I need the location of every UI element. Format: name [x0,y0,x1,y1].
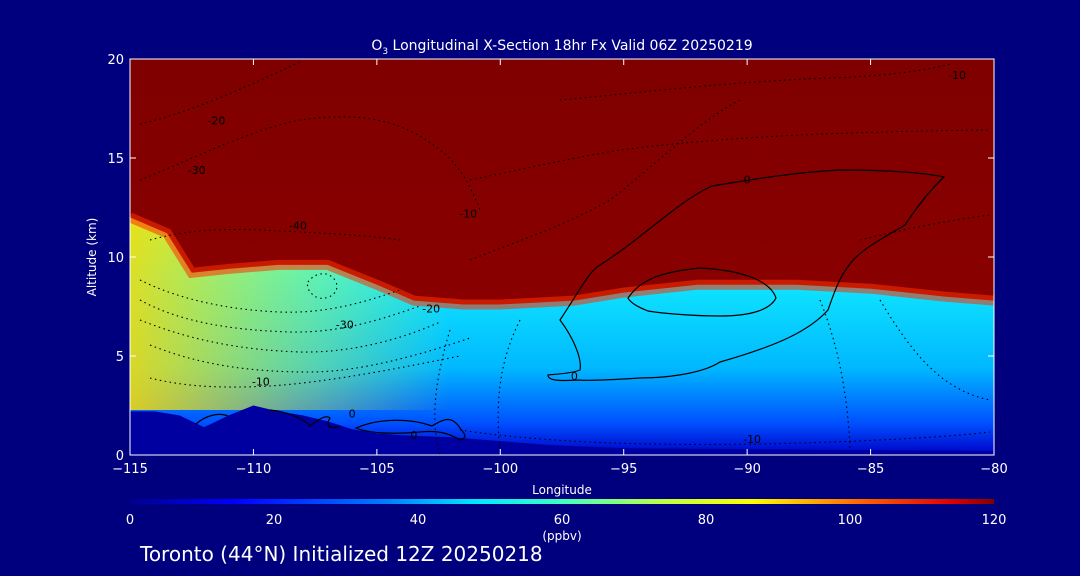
contour-label: -30 [188,164,206,177]
contour-neg10-top [559,63,951,101]
colorbar-tick-label: 60 [554,513,571,528]
colorbar-tick-label: 0 [126,513,134,528]
chart-title-subscript: 3 [382,47,388,57]
y-tick-label: 15 [107,152,124,167]
x-tick-label: −90 [733,462,760,477]
contour-neg-east-1 [819,299,851,451]
colorbar [130,499,994,504]
x-tick-label: −100 [482,462,518,477]
y-axis-label: Altitude (km) [85,218,99,297]
colorbar-tick-label: 100 [838,513,863,528]
y-tick-label: 5 [116,350,124,365]
colorbar-tick-label: 120 [982,513,1007,528]
colorbar-tick-label: 20 [266,513,283,528]
colorbar-label: (ppbv) [542,529,581,543]
x-tick-label: −110 [236,462,272,477]
footer-caption: Toronto (44°N) Initialized 12Z 20250218 [139,542,543,566]
x-axis-ticks: −115 −110 −105 −100 −95 −90 −85 −80 [112,59,1008,477]
terrain-fill [130,405,994,455]
colorbar-tick-label: 40 [410,513,427,528]
x-tick-label: −115 [112,462,148,477]
y-axis-ticks: 0 5 10 15 20 [107,53,994,464]
contour-neg-dense-2 [139,299,421,333]
contour-label: -40 [289,219,307,232]
colorbar-tick-label: 80 [698,513,715,528]
x-tick-label: −85 [857,462,884,477]
contour-label: -10 [743,433,761,446]
contour-neg30-upper [139,116,481,211]
contour-neg20-upper [139,61,301,125]
contour-label: -20 [207,114,225,127]
contour-neg40-upper [149,228,401,241]
x-tick-label: −80 [980,462,1007,477]
contour-zero-mid [354,418,466,441]
contour-neg10-bottom [459,429,991,446]
tropopause-transition [130,212,994,310]
contour-zero-west [195,413,229,425]
stratosphere-fill [130,59,994,305]
contour-label: -10 [459,207,477,220]
colorbar-ticks: 0 20 40 60 80 100 120 [126,513,1007,528]
contour-label: 0 [571,370,578,383]
contour-label: 0 [349,407,356,420]
ozone-contours [195,169,946,441]
contour-neg-dense-1 [139,279,401,313]
contour-zero-upper [547,169,946,382]
contour-label: -10 [252,376,270,389]
x-axis-label: Longitude [532,483,592,497]
contour-label: -10 [948,69,966,82]
y-tick-label: 0 [116,449,124,464]
contour-zero-lower [269,409,341,429]
x-tick-label: −95 [610,462,637,477]
contour-neg-dense-3 [139,319,441,353]
contour-labels: -10 -20 -30 -40 -10 0 -20 -30 -10 0 0 0 -10 [188,69,966,446]
contour-label: -30 [336,318,354,331]
contour-label: -20 [422,302,440,315]
contour-neg10-low [149,355,461,388]
negative-contours [139,61,991,455]
chart-title: O3 Longitudinal X-Section 18hr Fx Valid … [371,38,752,57]
y-tick-label: 20 [107,53,124,68]
contour-label: 0 [744,174,751,187]
contour-zero-inner [627,267,777,317]
x-tick-label: −105 [359,462,395,477]
contour-label: 0 [410,429,417,442]
contour-neg-east-2 [879,299,991,401]
y-tick-label: 10 [107,251,124,266]
